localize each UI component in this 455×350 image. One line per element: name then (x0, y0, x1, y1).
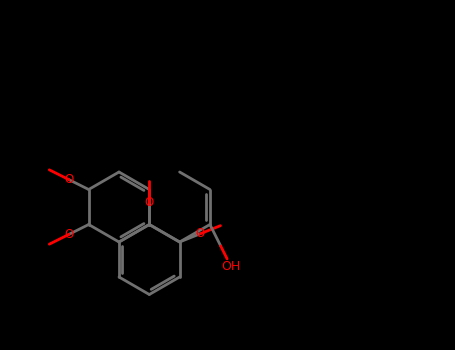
Text: OH: OH (221, 259, 240, 273)
Text: O: O (65, 228, 74, 241)
Text: O: O (196, 228, 205, 240)
Text: O: O (145, 196, 154, 209)
Text: O: O (65, 173, 74, 186)
